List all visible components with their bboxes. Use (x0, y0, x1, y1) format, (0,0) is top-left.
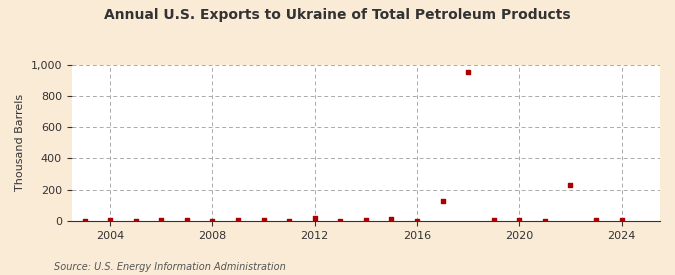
Point (360, 218, 371, 222)
Point (259, 218, 269, 222)
Point (105, 218, 115, 222)
Point (616, 218, 627, 222)
Text: Annual U.S. Exports to Ukraine of Total Petroleum Products: Annual U.S. Exports to Ukraine of Total … (104, 8, 571, 22)
Point (309, 216, 320, 220)
Point (565, 183, 576, 187)
Point (284, 218, 294, 223)
Point (182, 218, 192, 222)
Point (539, 218, 550, 223)
Point (207, 218, 218, 223)
Point (156, 218, 167, 222)
Point (412, 218, 423, 223)
Point (591, 218, 601, 222)
Point (514, 218, 524, 222)
Point (437, 199, 448, 203)
Point (130, 218, 141, 223)
Y-axis label: Thousand Barrels: Thousand Barrels (15, 94, 25, 191)
Point (489, 218, 500, 222)
Point (233, 218, 244, 222)
Text: Source: U.S. Energy Information Administration: Source: U.S. Energy Information Administ… (54, 262, 286, 272)
Point (79, 218, 90, 223)
Point (463, 70, 474, 75)
Point (335, 218, 346, 223)
Point (386, 217, 397, 222)
